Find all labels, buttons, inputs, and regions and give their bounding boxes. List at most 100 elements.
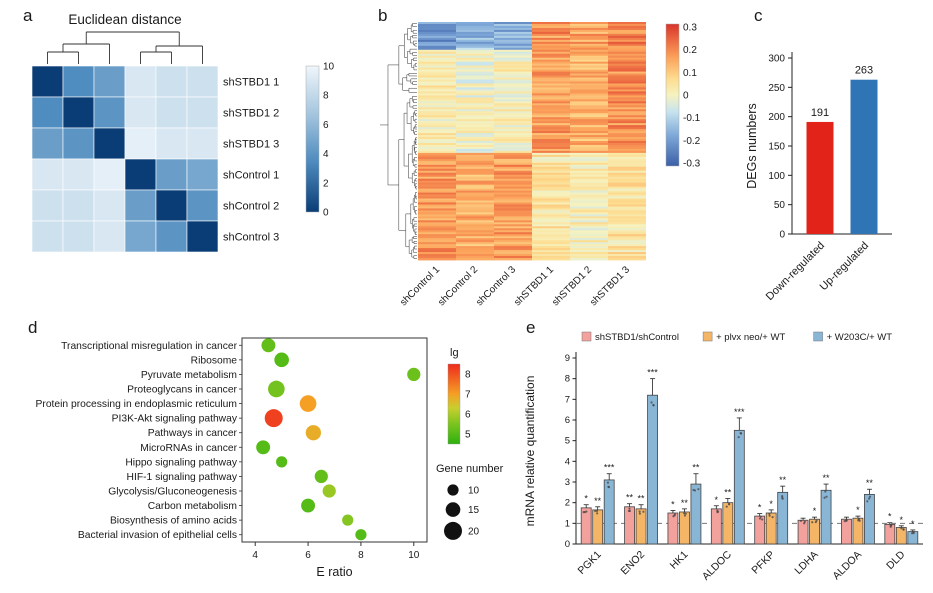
deg-bar xyxy=(850,79,878,234)
deg-bar xyxy=(806,121,834,234)
column-dendrogram xyxy=(47,31,203,64)
panel-c-label: c xyxy=(754,6,763,25)
svg-text:shControl 2: shControl 2 xyxy=(436,264,480,308)
pathway-bubble xyxy=(314,469,328,484)
svg-text:*: * xyxy=(813,506,817,516)
svg-text:ALDOA: ALDOA xyxy=(830,549,864,583)
legend-swatch xyxy=(702,331,713,342)
svg-text:**: ** xyxy=(681,498,689,508)
svg-text:*: * xyxy=(888,512,892,522)
svg-text:8: 8 xyxy=(465,370,471,381)
svg-text:Proteoglycans in cancer: Proteoglycans in cancer xyxy=(127,385,237,396)
panel-a-label: a xyxy=(23,6,33,25)
svg-text:1: 1 xyxy=(565,518,570,529)
svg-text:50: 50 xyxy=(774,200,786,211)
svg-text:0.1: 0.1 xyxy=(683,68,697,79)
mrna-bar xyxy=(809,518,820,545)
mrna-bar xyxy=(895,527,907,545)
svg-text:shSTBD1 2: shSTBD1 2 xyxy=(223,108,279,120)
svg-text:***: *** xyxy=(734,407,745,417)
svg-text:MicroRNAs in cancer: MicroRNAs in cancer xyxy=(140,443,237,454)
svg-text:7: 7 xyxy=(465,390,471,401)
mrna-bar xyxy=(647,394,658,545)
mrna-bar xyxy=(624,506,635,545)
legend-swatch xyxy=(581,331,592,342)
svg-text:*: * xyxy=(856,505,860,515)
svg-text:shSTBD1 2: shSTBD1 2 xyxy=(550,264,594,308)
svg-text:**: ** xyxy=(638,494,646,504)
svg-text:Hippo signaling pathway: Hippo signaling pathway xyxy=(125,457,237,468)
svg-text:mRNA relative quantification: mRNA relative quantification xyxy=(523,376,537,527)
svg-text:shControl 1: shControl 1 xyxy=(223,170,279,182)
svg-text:LDHA: LDHA xyxy=(792,549,820,577)
svg-text:Bacterial invasion of epitheli: Bacterial invasion of epithelial cells xyxy=(78,530,237,541)
colorbar xyxy=(665,23,680,167)
svg-text:PFKP: PFKP xyxy=(749,549,777,577)
svg-text:6: 6 xyxy=(323,120,329,131)
mrna-bar xyxy=(722,502,734,545)
svg-text:Pathways in cancer: Pathways in cancer xyxy=(148,428,238,439)
svg-text:150: 150 xyxy=(768,142,785,153)
legend-swatch xyxy=(813,331,823,342)
expression-heatmap-cells xyxy=(418,22,646,261)
mrna-bar xyxy=(765,512,777,545)
pathway-bubble xyxy=(301,498,316,513)
mrna-bar xyxy=(690,483,702,545)
svg-text:8: 8 xyxy=(323,91,329,102)
svg-text:**: ** xyxy=(779,475,787,485)
svg-text:*: * xyxy=(671,500,675,510)
svg-text:*: * xyxy=(758,503,762,513)
mrna-bar xyxy=(797,519,809,545)
pathway-bubble xyxy=(256,440,271,455)
svg-text:5: 5 xyxy=(565,436,570,447)
svg-text:PI3K-Akt signaling pathway: PI3K-Akt signaling pathway xyxy=(112,414,238,425)
mrna-bar xyxy=(884,523,896,545)
svg-text:0: 0 xyxy=(323,208,329,219)
svg-text:191: 191 xyxy=(811,107,829,119)
mrna-bar xyxy=(852,517,864,545)
panel-d: d 4 6 8 10 E ratio Transcriptional misregulat… xyxy=(2,312,517,590)
mrna-bar xyxy=(710,508,722,545)
svg-text:E ratio: E ratio xyxy=(316,565,352,579)
svg-text:*: * xyxy=(911,519,915,529)
svg-text:***: *** xyxy=(604,463,615,473)
mrna-bar xyxy=(733,429,745,545)
svg-text:*: * xyxy=(715,495,719,505)
pathway-bubble xyxy=(342,514,354,526)
svg-text:200: 200 xyxy=(768,112,785,123)
svg-text:**: ** xyxy=(594,496,602,506)
svg-text:6: 6 xyxy=(465,410,471,421)
svg-text:DLD: DLD xyxy=(884,548,908,572)
row-dendrogram xyxy=(380,23,417,259)
svg-text:***: *** xyxy=(647,368,658,378)
mrna-bar xyxy=(603,479,615,545)
pathway-bubble xyxy=(322,484,336,498)
svg-text:263: 263 xyxy=(855,65,873,77)
mrna-bar xyxy=(754,515,766,545)
svg-text:0: 0 xyxy=(779,230,785,241)
svg-text:9: 9 xyxy=(565,353,570,364)
svg-text:**: ** xyxy=(823,473,831,483)
svg-text:2: 2 xyxy=(565,498,570,509)
svg-text:-0.1: -0.1 xyxy=(683,113,701,124)
lg-color-legend xyxy=(447,363,461,445)
svg-text:0: 0 xyxy=(565,539,570,550)
panel-d-label: d xyxy=(28,318,38,337)
svg-text:4: 4 xyxy=(323,149,329,160)
svg-text:0.3: 0.3 xyxy=(683,23,697,34)
distance-heatmap-cells xyxy=(31,65,219,253)
mrna-bar xyxy=(667,512,679,545)
svg-text:shSTBD1 3: shSTBD1 3 xyxy=(223,139,279,151)
svg-text:2: 2 xyxy=(323,178,329,189)
svg-text:shControl 2: shControl 2 xyxy=(223,201,279,213)
svg-text:6: 6 xyxy=(305,550,311,561)
pathway-bubble xyxy=(264,409,283,428)
svg-text:**: ** xyxy=(866,478,874,488)
pathway-bubble xyxy=(261,338,276,353)
svg-text:*: * xyxy=(900,515,904,525)
plot-frame xyxy=(241,337,428,543)
pathway-bubble xyxy=(276,456,288,468)
svg-text:Biosynthesis of amino acids: Biosynthesis of amino acids xyxy=(110,516,237,527)
